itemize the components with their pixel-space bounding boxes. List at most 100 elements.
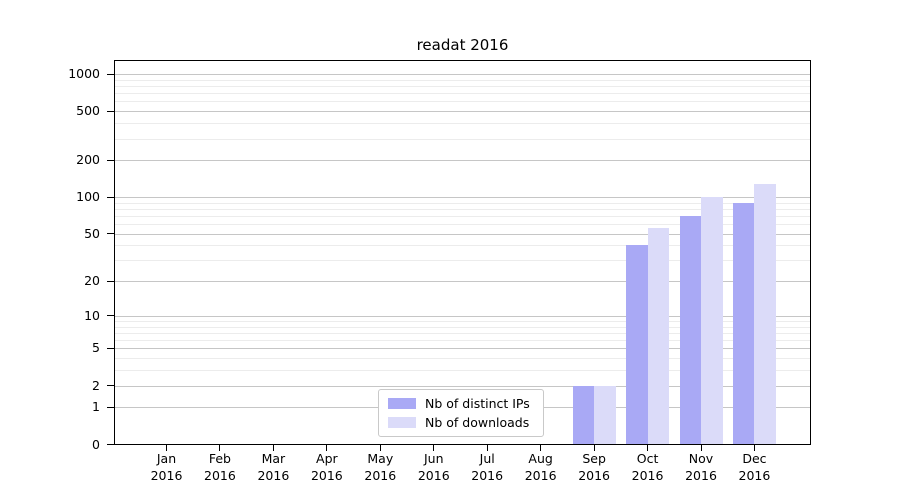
x-tick-label: Sep 2016 xyxy=(562,450,626,484)
legend-swatch xyxy=(388,417,416,428)
gridline-major xyxy=(115,281,810,283)
x-tick-year: 2016 xyxy=(310,468,343,483)
x-tick-month: Dec xyxy=(742,451,767,466)
gridline-minor xyxy=(115,340,810,342)
x-tick-year: 2016 xyxy=(364,468,397,483)
gridline-major xyxy=(115,197,810,199)
bar-downloads-nov xyxy=(701,197,723,444)
y-tick-mark xyxy=(107,280,114,282)
bar-downloads-dec xyxy=(754,184,776,444)
gridline-minor xyxy=(115,321,810,323)
chart-title: readat 2016 xyxy=(416,36,509,54)
x-tick-year: 2016 xyxy=(204,468,236,483)
x-tick-month: Jun xyxy=(423,451,444,466)
x-tick-mark xyxy=(593,445,595,451)
y-tick-label: 5 xyxy=(92,340,100,356)
legend-item: Nb of distinct IPs xyxy=(388,396,534,411)
bar-downloads-oct xyxy=(647,227,670,444)
x-tick-month: Apr xyxy=(316,451,338,466)
y-tick-label: 20 xyxy=(84,273,100,289)
x-tick-month: May xyxy=(367,451,394,466)
x-tick-year: 2016 xyxy=(685,468,717,483)
x-tick-year: 2016 xyxy=(471,468,504,483)
gridline-minor xyxy=(115,101,810,103)
y-tick-label: 10 xyxy=(84,307,100,323)
legend: Nb of distinct IPs Nb of downloads xyxy=(378,389,544,437)
y-tick-mark xyxy=(107,347,114,349)
gridline-minor xyxy=(115,215,810,217)
x-tick-label: Jan 2016 xyxy=(135,450,199,484)
y-tick-mark xyxy=(107,315,114,317)
y-tick-label: 100 xyxy=(76,189,100,205)
x-tick-mark xyxy=(379,445,381,451)
gridline-minor xyxy=(115,224,810,226)
x-tick-year: 2016 xyxy=(257,468,290,483)
gridline-major xyxy=(115,348,810,350)
gridline-minor xyxy=(115,333,810,334)
y-tick-label: 2 xyxy=(92,377,100,393)
x-tick-label: Nov 2016 xyxy=(669,450,733,484)
x-tick-label: Mar 2016 xyxy=(241,450,305,484)
legend-label: Nb of distinct IPs xyxy=(425,396,530,411)
y-tick-mark xyxy=(107,385,114,387)
gridline-minor xyxy=(115,260,810,262)
x-tick-mark xyxy=(433,445,435,451)
x-tick-label: Jun 2016 xyxy=(402,450,466,484)
gridline-minor xyxy=(115,358,810,360)
bar-distinct-ips-sep xyxy=(572,385,595,444)
legend-item: Nb of downloads xyxy=(388,415,534,430)
y-tick-mark xyxy=(107,196,114,198)
x-tick-label: Aug 2016 xyxy=(509,450,573,484)
gridline-minor xyxy=(115,202,810,204)
x-tick-mark xyxy=(540,445,542,451)
y-tick-mark xyxy=(107,110,114,112)
plot-area xyxy=(114,60,811,445)
x-tick-mark xyxy=(219,445,221,451)
x-tick-year: 2016 xyxy=(150,468,183,483)
x-tick-year: 2016 xyxy=(417,468,450,483)
x-tick-mark xyxy=(647,445,649,451)
gridline-minor xyxy=(115,123,810,125)
x-tick-mark xyxy=(272,445,274,451)
gridline-major xyxy=(115,315,810,317)
x-tick-label: May 2016 xyxy=(348,450,412,484)
y-tick-mark xyxy=(107,73,114,75)
x-tick-month: Oct xyxy=(636,451,659,466)
gridline-major xyxy=(115,160,810,162)
gridline-minor xyxy=(115,370,810,372)
x-tick-month: Aug xyxy=(528,451,553,466)
y-tick-label: 200 xyxy=(76,152,100,168)
y-tick-mark xyxy=(107,233,114,235)
y-tick-label: 500 xyxy=(76,103,100,119)
x-tick-mark xyxy=(326,445,328,451)
x-tick-mark xyxy=(486,445,488,451)
x-tick-month: Jul xyxy=(479,451,495,466)
y-tick-label: 1000 xyxy=(68,66,100,82)
y-tick-mark xyxy=(107,159,114,161)
gridline-minor xyxy=(115,138,810,140)
x-tick-label: Apr 2016 xyxy=(295,450,359,484)
x-tick-mark xyxy=(753,445,755,451)
x-tick-label: Dec 2016 xyxy=(722,450,786,484)
x-tick-mark xyxy=(700,445,702,451)
x-tick-year: 2016 xyxy=(578,468,610,483)
bar-distinct-ips-nov xyxy=(679,215,701,444)
gridline-major xyxy=(115,74,810,76)
y-tick-label: 1 xyxy=(92,399,100,415)
x-tick-year: 2016 xyxy=(631,468,664,483)
bar-distinct-ips-oct xyxy=(626,245,648,444)
bar-downloads-sep xyxy=(594,385,616,444)
x-tick-year: 2016 xyxy=(738,468,771,483)
x-tick-month: Mar xyxy=(261,451,286,466)
x-tick-year: 2016 xyxy=(524,468,557,483)
gridline-major xyxy=(115,385,810,387)
gridline-minor xyxy=(115,326,810,328)
gridline-minor xyxy=(115,208,810,210)
legend-label: Nb of downloads xyxy=(425,415,530,430)
x-tick-month: Jan xyxy=(156,451,177,466)
x-tick-mark xyxy=(166,445,167,451)
gridline-minor xyxy=(115,79,810,81)
x-tick-month: Sep xyxy=(582,451,606,466)
gridline-minor xyxy=(115,93,810,95)
